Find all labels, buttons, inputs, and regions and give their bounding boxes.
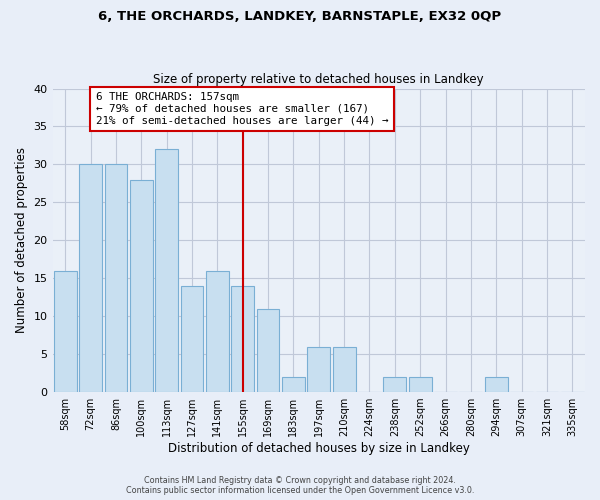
Y-axis label: Number of detached properties: Number of detached properties xyxy=(15,148,28,334)
Bar xyxy=(409,377,431,392)
Bar xyxy=(130,180,152,392)
Bar xyxy=(231,286,254,392)
Bar xyxy=(307,346,330,392)
Bar xyxy=(206,270,229,392)
Bar xyxy=(282,377,305,392)
Bar xyxy=(104,164,127,392)
Text: 6, THE ORCHARDS, LANDKEY, BARNSTAPLE, EX32 0QP: 6, THE ORCHARDS, LANDKEY, BARNSTAPLE, EX… xyxy=(98,10,502,23)
Bar xyxy=(383,377,406,392)
Bar xyxy=(54,270,77,392)
Title: Size of property relative to detached houses in Landkey: Size of property relative to detached ho… xyxy=(154,73,484,86)
X-axis label: Distribution of detached houses by size in Landkey: Distribution of detached houses by size … xyxy=(168,442,470,455)
Bar xyxy=(181,286,203,392)
Bar xyxy=(79,164,102,392)
Bar xyxy=(257,308,280,392)
Text: 6 THE ORCHARDS: 157sqm
← 79% of detached houses are smaller (167)
21% of semi-de: 6 THE ORCHARDS: 157sqm ← 79% of detached… xyxy=(95,92,388,126)
Text: Contains HM Land Registry data © Crown copyright and database right 2024.
Contai: Contains HM Land Registry data © Crown c… xyxy=(126,476,474,495)
Bar xyxy=(333,346,356,392)
Bar xyxy=(155,150,178,392)
Bar xyxy=(485,377,508,392)
